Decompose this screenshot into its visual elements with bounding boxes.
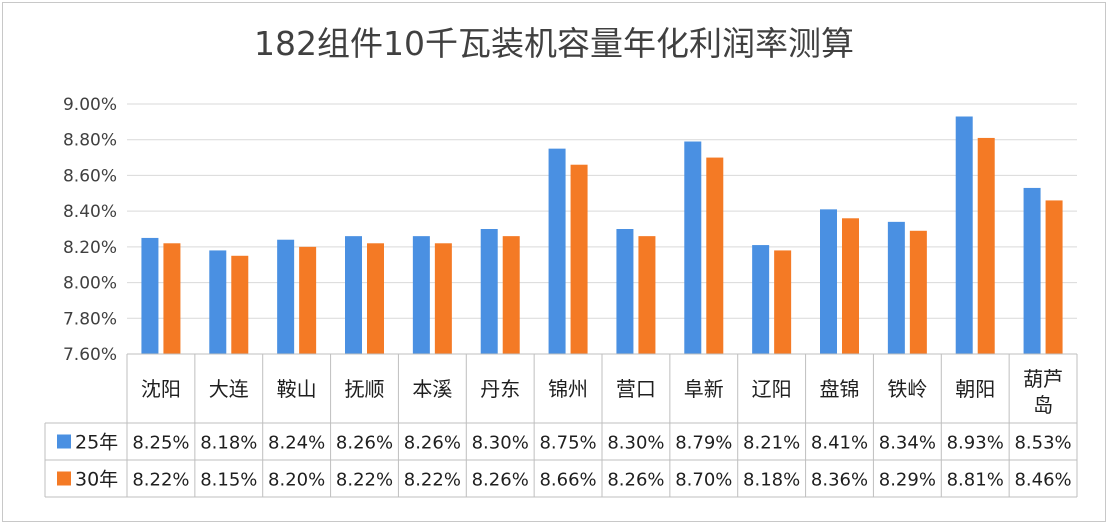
category-label: 鞍山 — [277, 377, 317, 401]
data-table: 沈阳 大连 鞍山 抚顺 本溪 丹东 锦州 营口 阜新 辽阳 盘锦 铁岭 朝阳 葫芦岛 25年 8.25% 8.1… — [44, 353, 1078, 498]
bar-series2 — [434, 243, 452, 354]
category-label: 盘锦 — [820, 377, 860, 401]
category-label: 抚顺 — [345, 377, 385, 401]
data-label: 8.36% — [811, 470, 868, 491]
data-label: 8.25% — [132, 433, 189, 454]
bar-series1 — [345, 236, 362, 354]
bar-series1 — [412, 236, 430, 354]
y-tick-label: 9.00% — [63, 95, 117, 115]
data-label: 8.30% — [472, 433, 529, 454]
data-label: 8.26% — [336, 433, 393, 454]
bar-series1 — [684, 141, 702, 354]
bar-series2 — [231, 255, 249, 354]
bar-series2 — [774, 250, 792, 354]
bar-series1 — [548, 148, 566, 354]
y-axis-ticks: 7.60% 7.80% 8.00% 8.20% 8.40% 8.60% 8.80% 9.00% — [63, 95, 117, 365]
bar-series2 — [977, 137, 995, 354]
y-tick-label: 8.20% — [63, 238, 117, 258]
category-label: 阜新 — [684, 377, 724, 401]
bar-series2 — [367, 243, 384, 354]
chart-title: 182组件10千瓦装机容量年化利润率测算 — [254, 24, 854, 63]
category-label: 葫芦 — [1023, 367, 1063, 391]
bar-series1 — [616, 229, 634, 354]
category-label: 大连 — [209, 377, 249, 401]
data-label: 8.53% — [1014, 433, 1071, 454]
bar-series2 — [299, 246, 317, 354]
bar-chart: 182组件10千瓦装机容量年化利润率测算 7.60% 7.80% 8.00% 8.20… — [44, 24, 1078, 498]
category-label: 岛 — [1033, 393, 1053, 417]
bar-series1 — [955, 116, 973, 354]
bar-series2 — [163, 243, 181, 354]
data-label: 8.70% — [675, 470, 732, 491]
data-label: 8.22% — [404, 470, 461, 491]
data-label: 8.41% — [811, 433, 868, 454]
data-label: 8.26% — [607, 470, 664, 491]
bars — [141, 116, 1063, 354]
category-label: 铁岭 — [887, 377, 927, 401]
data-label: 8.20% — [268, 470, 325, 491]
data-label: 8.15% — [200, 470, 257, 491]
data-label: 8.34% — [879, 433, 936, 454]
category-label: 丹东 — [480, 377, 520, 401]
bar-series1 — [887, 221, 905, 354]
category-label: 锦州 — [548, 377, 588, 401]
bar-series2 — [842, 218, 859, 354]
bar-series1 — [1023, 187, 1041, 354]
data-label: 8.93% — [947, 433, 1004, 454]
y-tick-label: 7.60% — [63, 345, 117, 365]
data-label: 8.24% — [268, 433, 325, 454]
category-label: 朝阳 — [955, 377, 995, 401]
data-label: 8.21% — [743, 433, 800, 454]
bar-series2 — [570, 164, 588, 354]
bar-series1 — [277, 239, 295, 354]
gridlines — [127, 103, 1077, 355]
data-label: 8.30% — [607, 433, 664, 454]
bar-series2 — [1045, 200, 1063, 354]
bar-series1 — [209, 250, 227, 354]
bar-series2 — [909, 230, 927, 354]
data-label: 8.46% — [1014, 470, 1071, 491]
bar-series1 — [141, 237, 159, 354]
data-label: 8.18% — [743, 470, 800, 491]
data-label: 8.66% — [539, 470, 596, 491]
legend-label: 30年 — [75, 469, 118, 491]
y-tick-label: 8.60% — [63, 166, 117, 186]
category-label: 本溪 — [412, 377, 452, 401]
data-label: 8.22% — [132, 470, 189, 491]
y-tick-label: 8.40% — [63, 202, 117, 222]
data-label: 8.81% — [947, 470, 1004, 491]
legend-swatch — [57, 434, 71, 449]
bar-series2 — [638, 236, 656, 354]
legend-swatch — [57, 471, 71, 486]
data-label: 8.26% — [404, 433, 461, 454]
y-tick-label: 7.80% — [63, 309, 117, 329]
bar-series1 — [820, 209, 837, 354]
bar-series2 — [706, 157, 724, 354]
data-label: 8.75% — [539, 433, 596, 454]
bar-series1 — [752, 245, 770, 354]
legend-label: 25年 — [75, 432, 118, 454]
category-label: 营口 — [616, 377, 656, 401]
data-label: 8.29% — [879, 470, 936, 491]
y-tick-label: 8.00% — [63, 274, 117, 294]
data-label: 8.22% — [336, 470, 393, 491]
bar-series2 — [502, 236, 520, 354]
y-tick-label: 8.80% — [63, 131, 117, 151]
category-label: 沈阳 — [141, 377, 181, 401]
bar-series1 — [480, 229, 498, 354]
data-label: 8.26% — [472, 470, 529, 491]
data-label: 8.18% — [200, 433, 257, 454]
category-label: 辽阳 — [752, 377, 792, 401]
data-label: 8.79% — [675, 433, 732, 454]
